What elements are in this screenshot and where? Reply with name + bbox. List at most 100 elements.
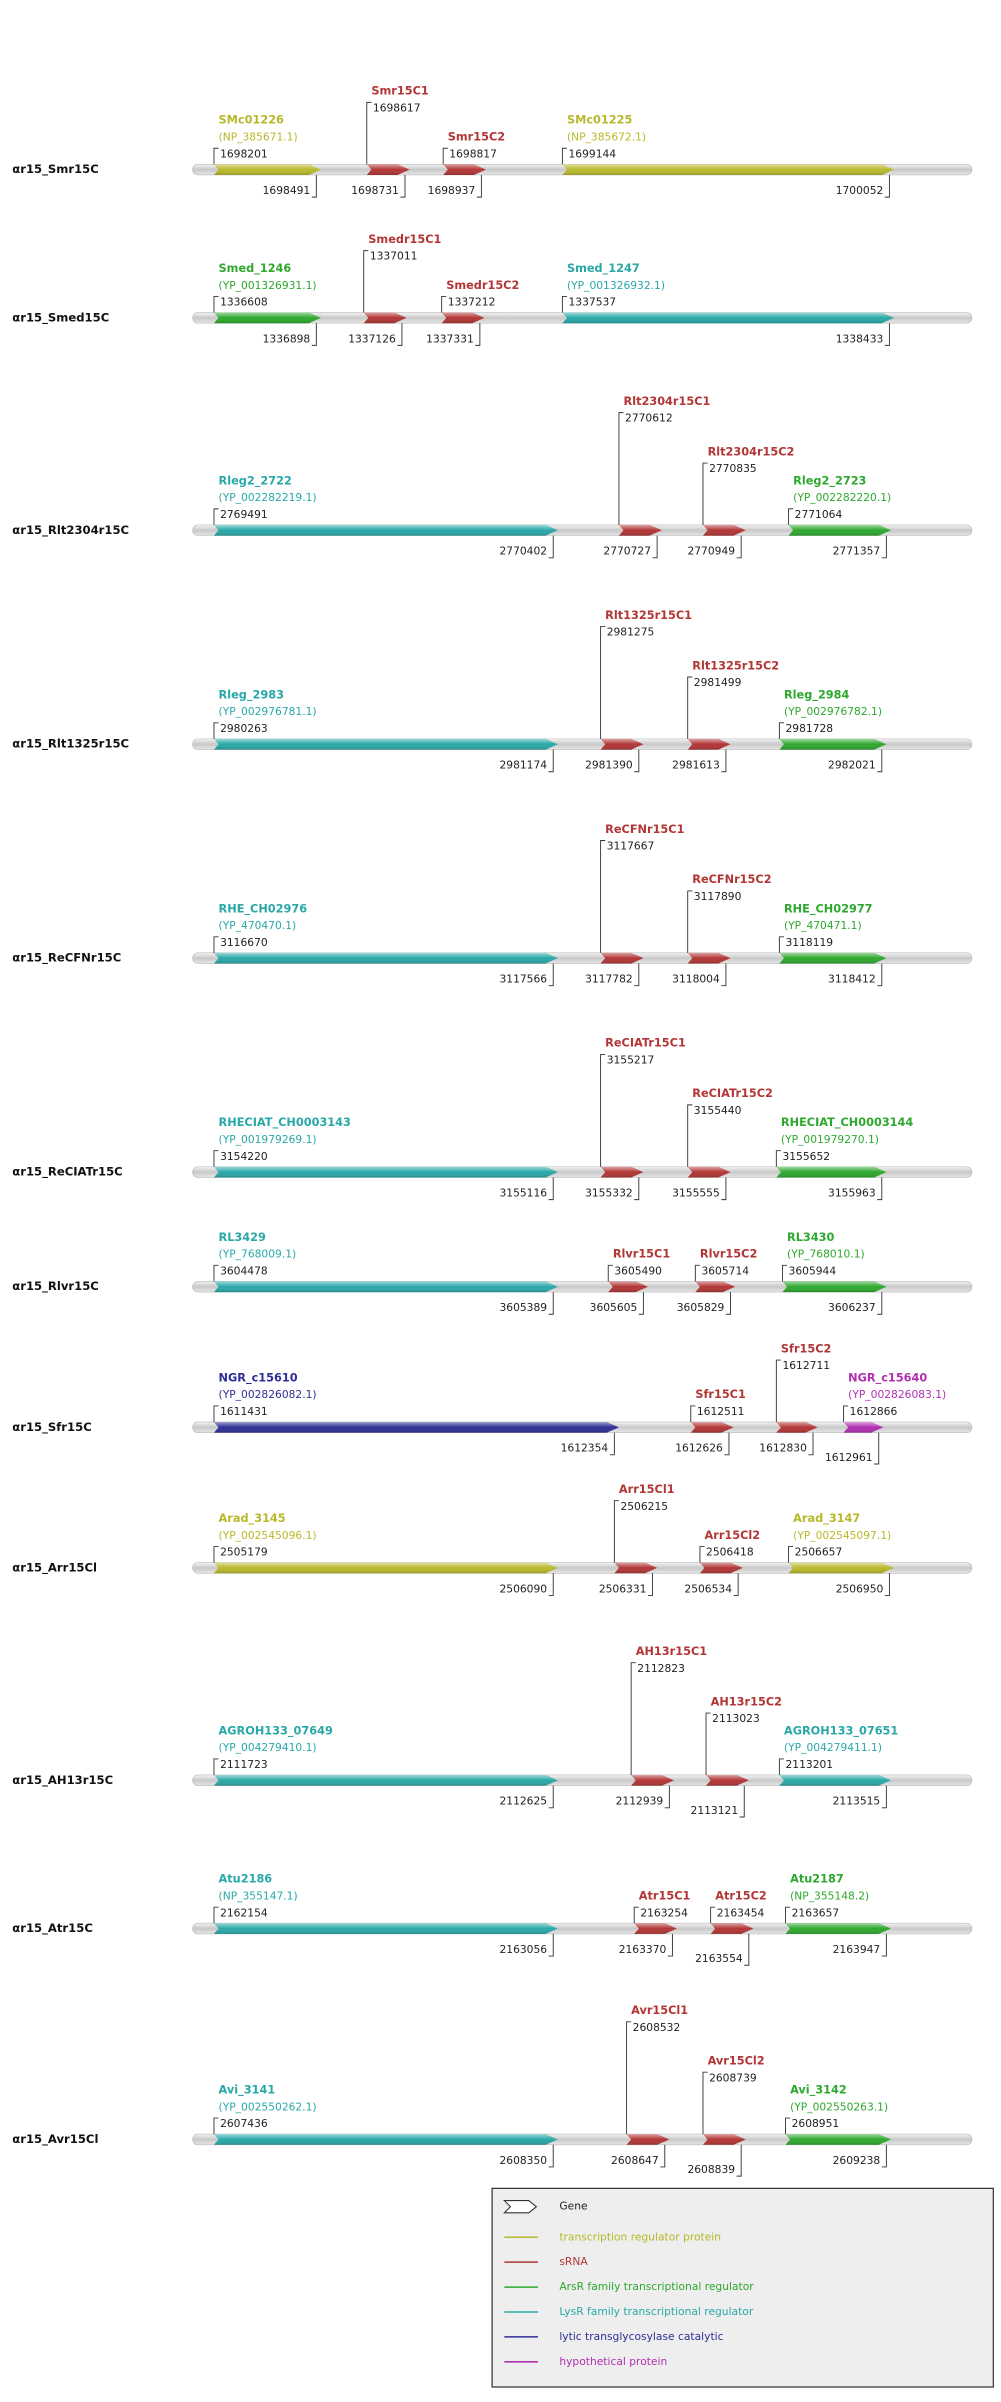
start-coordinate: 2607436 [220,2117,268,2130]
legend-label: transcription regulator protein [559,2230,721,2243]
start-coordinate: 3155440 [694,1104,742,1117]
end-coordinate: 2609238 [833,2154,881,2167]
track-label: αr15_Atr15C [12,1921,93,1936]
gene-accession: (YP_001979269.1) [219,1133,317,1146]
gene-shade [213,738,558,750]
end-leader [733,1573,739,1596]
gene-shade [699,1562,743,1574]
start-coordinate: 2770612 [625,412,673,425]
gene-name: AH13r15C2 [711,1695,782,1708]
start-coordinate: 2113023 [712,1712,760,1725]
gene-name: Arr15Cl2 [705,1529,761,1542]
end-leader [647,1573,654,1596]
gene-name: ReCFNr15C1 [605,823,684,836]
start-coordinate: 1698817 [449,147,497,160]
end-leader [311,174,317,198]
end-leader [397,323,403,346]
end-coordinate: 2163370 [619,1943,667,1956]
end-coordinate: 2981613 [672,759,720,772]
start-coordinate: 1612511 [697,1405,745,1418]
gene-accession: (YP_002282219.1) [219,491,317,504]
gene-accession: (YP_004279411.1) [784,1741,882,1754]
gene-shade [695,1281,736,1293]
start-coordinate: 2506215 [620,1500,668,1513]
track-label: αr15_Rlt2304r15C [12,523,129,538]
start-coordinate: 1612711 [782,1359,830,1372]
gene-accession: (YP_470470.1) [219,919,297,932]
start-coordinate: 3116670 [220,936,268,949]
gene-name: Rleg2_2723 [793,474,866,487]
end-leader [724,1432,730,1456]
start-coordinate: 2113201 [786,1758,834,1771]
end-leader [736,2144,742,2177]
start-coordinate: 2506657 [795,1546,843,1559]
start-coordinate: 2608532 [633,2021,681,2034]
start-coordinate: 3117890 [694,890,742,903]
end-leader [664,1785,670,1809]
start-leader [778,1758,784,1775]
start-coordinate: 3605714 [701,1264,749,1277]
end-leader [548,535,554,559]
end-coordinate: 2608839 [687,2163,735,2176]
start-coordinate: 2981499 [694,676,742,689]
start-coordinate: 3605490 [614,1264,662,1277]
track-label: αr15_Rlvr15C [12,1279,99,1294]
start-leader [778,722,784,739]
gene-name: Atu2187 [790,1873,844,1886]
gene-name: Rlvr15C2 [700,1248,757,1261]
gene-shade [600,738,644,750]
start-coordinate: 1337011 [370,250,418,263]
legend-label: lytic transglycosylase catalytic [559,2330,723,2343]
start-coordinate: 3117667 [607,840,655,853]
gene-shade [213,1166,558,1178]
end-coordinate: 2981174 [500,759,548,772]
gene-name: AGROH133_07649 [219,1724,333,1737]
gene-accession: (YP_004279410.1) [219,1741,317,1754]
end-leader [721,1177,727,1201]
end-leader [400,174,406,198]
end-coordinate: 2506090 [500,1582,548,1595]
start-coordinate: 2980263 [220,722,268,735]
legend-label: sRNA [559,2255,588,2268]
end-leader [638,1292,644,1315]
start-coordinate: 1698617 [373,102,421,115]
gene-shade [702,524,746,536]
gene-name: Atr15C2 [715,1889,767,1902]
gene-name: RHECIAT_CH0003143 [219,1116,351,1129]
gene-name: Rleg2_2722 [219,474,292,487]
end-leader [881,2144,887,2168]
end-leader [725,1292,731,1315]
gene-shade [710,1923,754,1934]
gene-accession: (YP_002826083.1) [848,1388,946,1401]
start-coordinate: 3154220 [220,1150,268,1163]
start-coordinate: 3155652 [782,1150,830,1163]
gene-shade [687,738,731,750]
start-leader [600,840,606,953]
gene-accession: (NP_355147.1) [219,1889,298,1902]
legend-label: ArsR family transcriptional regulator [559,2280,754,2293]
end-coordinate: 3117782 [585,973,633,986]
end-leader [634,749,640,773]
gene-shade [785,1923,891,1934]
start-coordinate: 3604478 [220,1264,268,1277]
gene-shade [687,952,731,964]
gene-name: RHECIAT_CH0003144 [781,1116,913,1129]
start-leader [213,147,219,165]
gene-shade [690,1421,734,1433]
end-leader [311,323,317,346]
gene-name: Sfr15C1 [695,1388,746,1401]
end-coordinate: 1612626 [675,1442,723,1455]
start-leader [775,1150,781,1167]
start-leader [775,1359,781,1422]
gene-shade [776,1421,818,1433]
end-coordinate: 3155555 [672,1187,720,1200]
end-coordinate: 2770949 [687,545,735,558]
start-coordinate: 2162154 [220,1906,268,1919]
gene-name: NGR_c15640 [848,1371,927,1384]
end-coordinate: 3118412 [828,973,876,986]
gene-name: Rlvr15C1 [613,1248,671,1261]
start-leader [687,890,693,953]
start-coordinate: 1612866 [850,1405,898,1418]
end-leader [609,1432,615,1456]
